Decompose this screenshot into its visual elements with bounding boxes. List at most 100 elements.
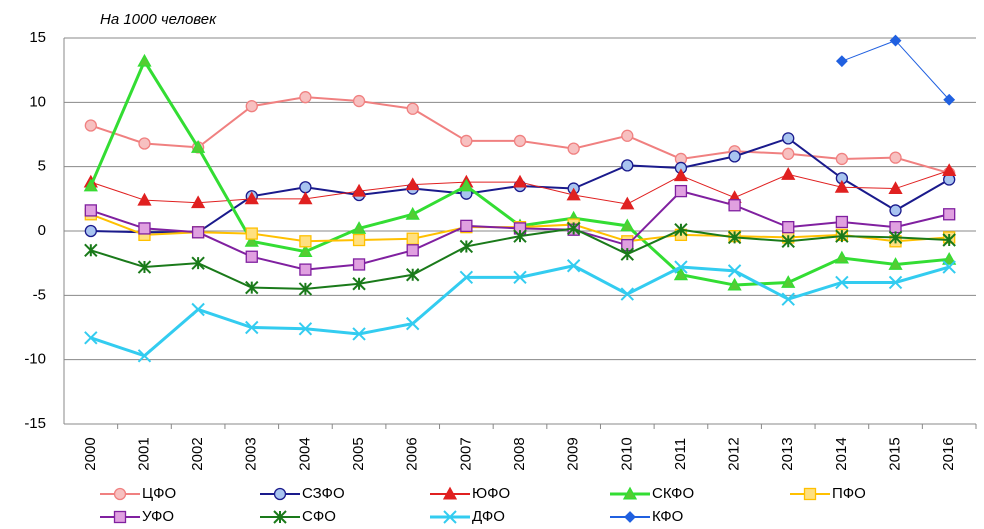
- marker: [84, 331, 98, 345]
- marker: [191, 195, 206, 209]
- legend-item: СЗФО: [260, 485, 345, 502]
- x-tick-label: 2006: [404, 437, 421, 470]
- x-tick-label: 2002: [189, 437, 206, 470]
- marker: [674, 223, 688, 237]
- marker: [782, 147, 795, 160]
- legend-label: СЗФО: [302, 485, 345, 502]
- marker: [406, 232, 419, 245]
- annotation: На 1000 человек: [100, 11, 217, 28]
- marker: [782, 132, 795, 145]
- marker: [621, 129, 634, 142]
- marker: [888, 181, 903, 194]
- legend-label: СФО: [302, 508, 336, 525]
- marker: [191, 140, 206, 153]
- series: [84, 259, 956, 363]
- x-tick-label: 2007: [457, 437, 474, 470]
- marker: [298, 322, 313, 336]
- marker: [513, 270, 527, 285]
- marker: [803, 487, 817, 501]
- marker: [728, 150, 741, 163]
- x-tick-label: 2005: [350, 437, 367, 470]
- marker: [621, 159, 634, 172]
- marker: [245, 280, 259, 295]
- y-tick-label: -10: [24, 351, 46, 368]
- series-line: [841, 39, 950, 101]
- marker: [113, 510, 127, 524]
- marker: [513, 229, 527, 243]
- marker: [834, 179, 849, 193]
- marker: [459, 270, 474, 285]
- y-tick-label: -5: [33, 286, 46, 303]
- x-tick-label: 2012: [726, 437, 743, 470]
- marker: [834, 250, 849, 264]
- legend-item: СФО: [260, 508, 336, 525]
- marker: [727, 230, 742, 245]
- marker: [113, 487, 127, 501]
- marker: [888, 257, 903, 270]
- marker: [567, 142, 580, 155]
- legend-label: ДФО: [472, 508, 505, 525]
- marker: [443, 510, 457, 524]
- marker: [566, 259, 581, 273]
- x-tick-label: 2008: [511, 437, 528, 470]
- marker: [889, 151, 902, 164]
- marker: [943, 208, 956, 221]
- marker: [889, 34, 902, 47]
- marker: [351, 221, 367, 234]
- marker: [84, 224, 97, 238]
- marker: [460, 134, 473, 148]
- series: [83, 53, 957, 291]
- marker: [84, 243, 98, 258]
- marker: [273, 510, 287, 524]
- marker: [622, 486, 638, 500]
- x-tick-label: 2000: [82, 437, 99, 470]
- marker: [781, 275, 796, 288]
- marker: [620, 287, 635, 301]
- x-tick-label: 2001: [135, 437, 152, 470]
- marker: [137, 192, 152, 206]
- x-tick-label: 2004: [296, 437, 313, 470]
- series: [84, 184, 956, 276]
- legend-item: ЦФО: [100, 485, 176, 502]
- legend-item: УФО: [100, 508, 174, 525]
- marker: [405, 177, 420, 191]
- series: [84, 221, 956, 296]
- marker: [405, 206, 420, 220]
- marker: [405, 316, 420, 331]
- marker: [245, 227, 258, 240]
- series: [83, 163, 957, 210]
- marker: [942, 163, 957, 176]
- marker: [351, 183, 367, 197]
- marker: [245, 100, 258, 113]
- y-tick-label: 15: [29, 29, 46, 46]
- marker: [781, 234, 795, 249]
- marker: [674, 260, 688, 274]
- marker: [352, 233, 366, 247]
- marker: [352, 277, 366, 291]
- marker: [406, 102, 419, 115]
- marker: [624, 511, 636, 523]
- marker: [888, 275, 903, 290]
- marker: [137, 260, 152, 274]
- x-tick-label: 2016: [940, 437, 957, 470]
- legend-label: УФО: [142, 508, 174, 525]
- marker: [298, 282, 313, 296]
- marker: [138, 222, 151, 235]
- marker: [620, 247, 635, 261]
- marker: [835, 215, 849, 229]
- legend-label: ЦФО: [142, 485, 176, 502]
- legend-item: ДФО: [430, 508, 505, 525]
- marker: [673, 168, 689, 182]
- y-tick-label: 0: [38, 222, 46, 239]
- marker: [138, 137, 151, 150]
- marker: [835, 55, 848, 68]
- legend-item: ПФО: [790, 485, 866, 502]
- marker: [889, 204, 902, 217]
- marker: [835, 275, 849, 290]
- marker: [620, 218, 635, 232]
- marker: [727, 264, 742, 278]
- marker: [942, 233, 956, 247]
- legend-label: КФО: [652, 508, 683, 525]
- legend-label: ПФО: [832, 485, 866, 502]
- marker: [244, 233, 259, 247]
